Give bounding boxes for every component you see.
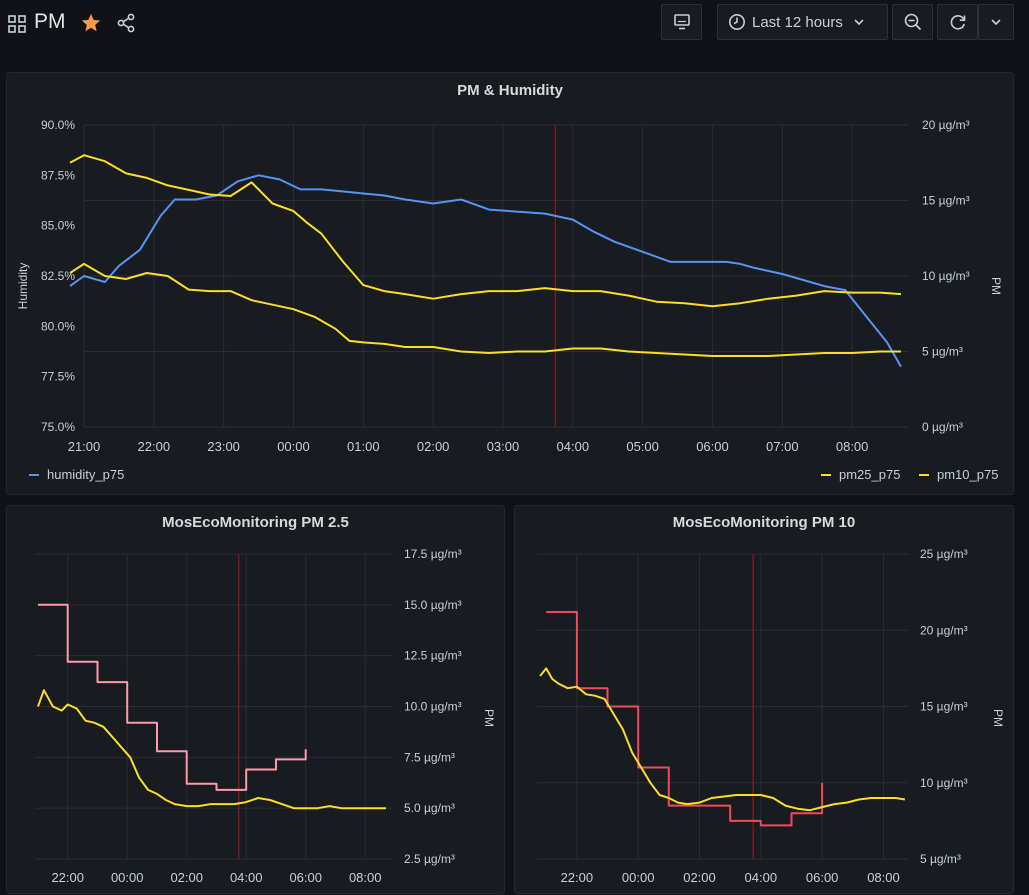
x-tick-label: 08:00 — [836, 439, 869, 454]
y-right-tick-label: 20 µg/m³ — [922, 118, 970, 132]
y-right-axis-label: PM — [991, 709, 1005, 727]
y-right-tick-label: 10.0 µg/m³ — [404, 700, 462, 714]
y-right-tick-label: 15.0 µg/m³ — [404, 598, 462, 612]
x-tick-label: 21:00 — [68, 439, 101, 454]
x-tick-label: 00:00 — [622, 870, 655, 885]
x-tick-label: 02:00 — [170, 870, 203, 885]
y-left-tick-label: 80.0% — [41, 319, 75, 333]
x-tick-label: 00:00 — [277, 439, 310, 454]
legend-label: pm25_p75 — [839, 467, 901, 482]
zoom-out-button[interactable] — [892, 4, 933, 40]
series-line-series-0 — [546, 611, 824, 827]
series-line-pm25_p75 — [69, 262, 901, 357]
series-line-humidity_p75 — [69, 174, 902, 368]
series-line-series-1 — [37, 689, 386, 810]
x-tick-label: 22:00 — [561, 870, 594, 885]
pm25-chart: 22:00 00:00 02:00 04:00 06:00 08:00 2.5 µg/m³ 5… — [35, 547, 496, 885]
y-left-tick-label: 75.0% — [41, 420, 75, 434]
x-tick-label: 02:00 — [417, 439, 450, 454]
y-left-tick-label: 85.0% — [41, 219, 75, 233]
clock-icon — [729, 14, 745, 30]
panel-title[interactable]: MosEcoMonitoring PM 2.5 — [162, 514, 349, 531]
dashboard-header: PM Last 12 hours — [0, 0, 1029, 60]
x-tick-label: 07:00 — [766, 439, 799, 454]
apps-icon[interactable] — [8, 15, 26, 33]
y-right-tick-label: 7.5 µg/m³ — [404, 750, 455, 764]
x-tick-label: 01:00 — [347, 439, 380, 454]
legend-item-pm25[interactable]: pm25_p75 — [821, 467, 900, 482]
legend-label: humidity_p75 — [47, 467, 125, 482]
legend-item-humidity[interactable]: humidity_p75 — [29, 467, 124, 482]
series-line-pm10_p75 — [69, 154, 902, 308]
zoom-out-icon — [904, 13, 921, 31]
x-tick-label: 02:00 — [683, 870, 716, 885]
share-icon[interactable] — [116, 13, 136, 33]
y-left-axis-label: Humidity — [16, 263, 30, 310]
y-right-tick-label: 25 µg/m³ — [920, 547, 968, 561]
y-right-tick-label: 5 µg/m³ — [920, 852, 961, 866]
chevron-down-icon — [854, 19, 864, 26]
tv-mode-button[interactable] — [661, 4, 702, 40]
y-right-tick-label: 17.5 µg/m³ — [404, 547, 462, 561]
y-right-tick-label: 12.5 µg/m³ — [404, 649, 462, 663]
legend-item-pm10[interactable]: pm10_p75 — [919, 467, 998, 482]
time-range-picker[interactable]: Last 12 hours — [717, 4, 888, 40]
refresh-icon — [950, 15, 965, 30]
y-right-tick-label: 15 µg/m³ — [922, 194, 970, 208]
x-tick-label: 05:00 — [626, 439, 659, 454]
y-right-tick-label: 5 µg/m³ — [922, 345, 963, 359]
series-line-series-0 — [38, 603, 307, 791]
x-tick-label: 04:00 — [557, 439, 590, 454]
x-tick-label: 04:00 — [745, 870, 778, 885]
x-tick-label: 22:00 — [138, 439, 171, 454]
panel-pm-humidity: PM & Humidity 21:00 22:00 23:00 00:00 01:00 0… — [6, 72, 1014, 495]
panel-pm10: MosEcoMonitoring PM 10 22:00 00:00 02:00 04… — [514, 505, 1014, 894]
x-tick-label: 06:00 — [696, 439, 729, 454]
dashboard-title[interactable]: PM — [34, 10, 66, 33]
y-right-tick-label: 5.0 µg/m³ — [404, 801, 455, 815]
panel-title[interactable]: MosEcoMonitoring PM 10 — [672, 514, 856, 531]
star-icon[interactable] — [80, 12, 102, 34]
refresh-interval-dropdown[interactable] — [978, 4, 1014, 40]
y-right-tick-label: 10 µg/m³ — [922, 269, 970, 283]
x-tick-label: 00:00 — [111, 870, 144, 885]
chevron-down-icon — [991, 19, 1001, 26]
legend-swatch — [919, 473, 929, 476]
x-tick-label: 22:00 — [51, 870, 84, 885]
pm-humidity-chart: 21:00 22:00 23:00 00:00 01:00 02:00 03:00 04:00… — [16, 118, 1003, 454]
panel-title[interactable]: PM & Humidity — [457, 82, 563, 99]
tv-icon — [673, 14, 690, 30]
x-tick-label: 03:00 — [487, 439, 520, 454]
y-left-tick-label: 90.0% — [41, 118, 75, 132]
y-left-tick-label: 82.5% — [41, 269, 75, 283]
y-right-axis-label: PM — [482, 709, 496, 727]
x-tick-label: 06:00 — [806, 870, 839, 885]
y-right-tick-label: 20 µg/m³ — [920, 623, 968, 637]
y-right-tick-label: 0 µg/m³ — [922, 420, 963, 434]
series-line-series-1 — [539, 667, 906, 812]
x-tick-label: 06:00 — [289, 870, 322, 885]
legend-swatch — [29, 473, 39, 476]
time-range-label: Last 12 hours — [752, 13, 843, 31]
refresh-button[interactable] — [937, 4, 978, 40]
y-right-tick-label: 10 µg/m³ — [920, 776, 968, 790]
panel-pm25: MosEcoMonitoring PM 2.5 22:00 00:00 02:00 0… — [6, 505, 505, 894]
y-right-tick-label: 15 µg/m³ — [920, 700, 968, 714]
x-tick-label: 23:00 — [207, 439, 240, 454]
pm10-chart: 22:00 00:00 02:00 04:00 06:00 08:00 5 µg/m³ 10 … — [537, 547, 1005, 885]
x-tick-label: 08:00 — [349, 870, 382, 885]
legend-label: pm10_p75 — [937, 467, 999, 482]
x-tick-label: 08:00 — [867, 870, 900, 885]
legend-swatch — [821, 473, 831, 476]
y-right-axis-label: PM — [989, 277, 1003, 295]
y-left-tick-label: 77.5% — [41, 370, 75, 384]
y-right-tick-label: 2.5 µg/m³ — [404, 852, 455, 866]
y-left-tick-label: 87.5% — [41, 168, 75, 182]
x-tick-label: 04:00 — [230, 870, 263, 885]
